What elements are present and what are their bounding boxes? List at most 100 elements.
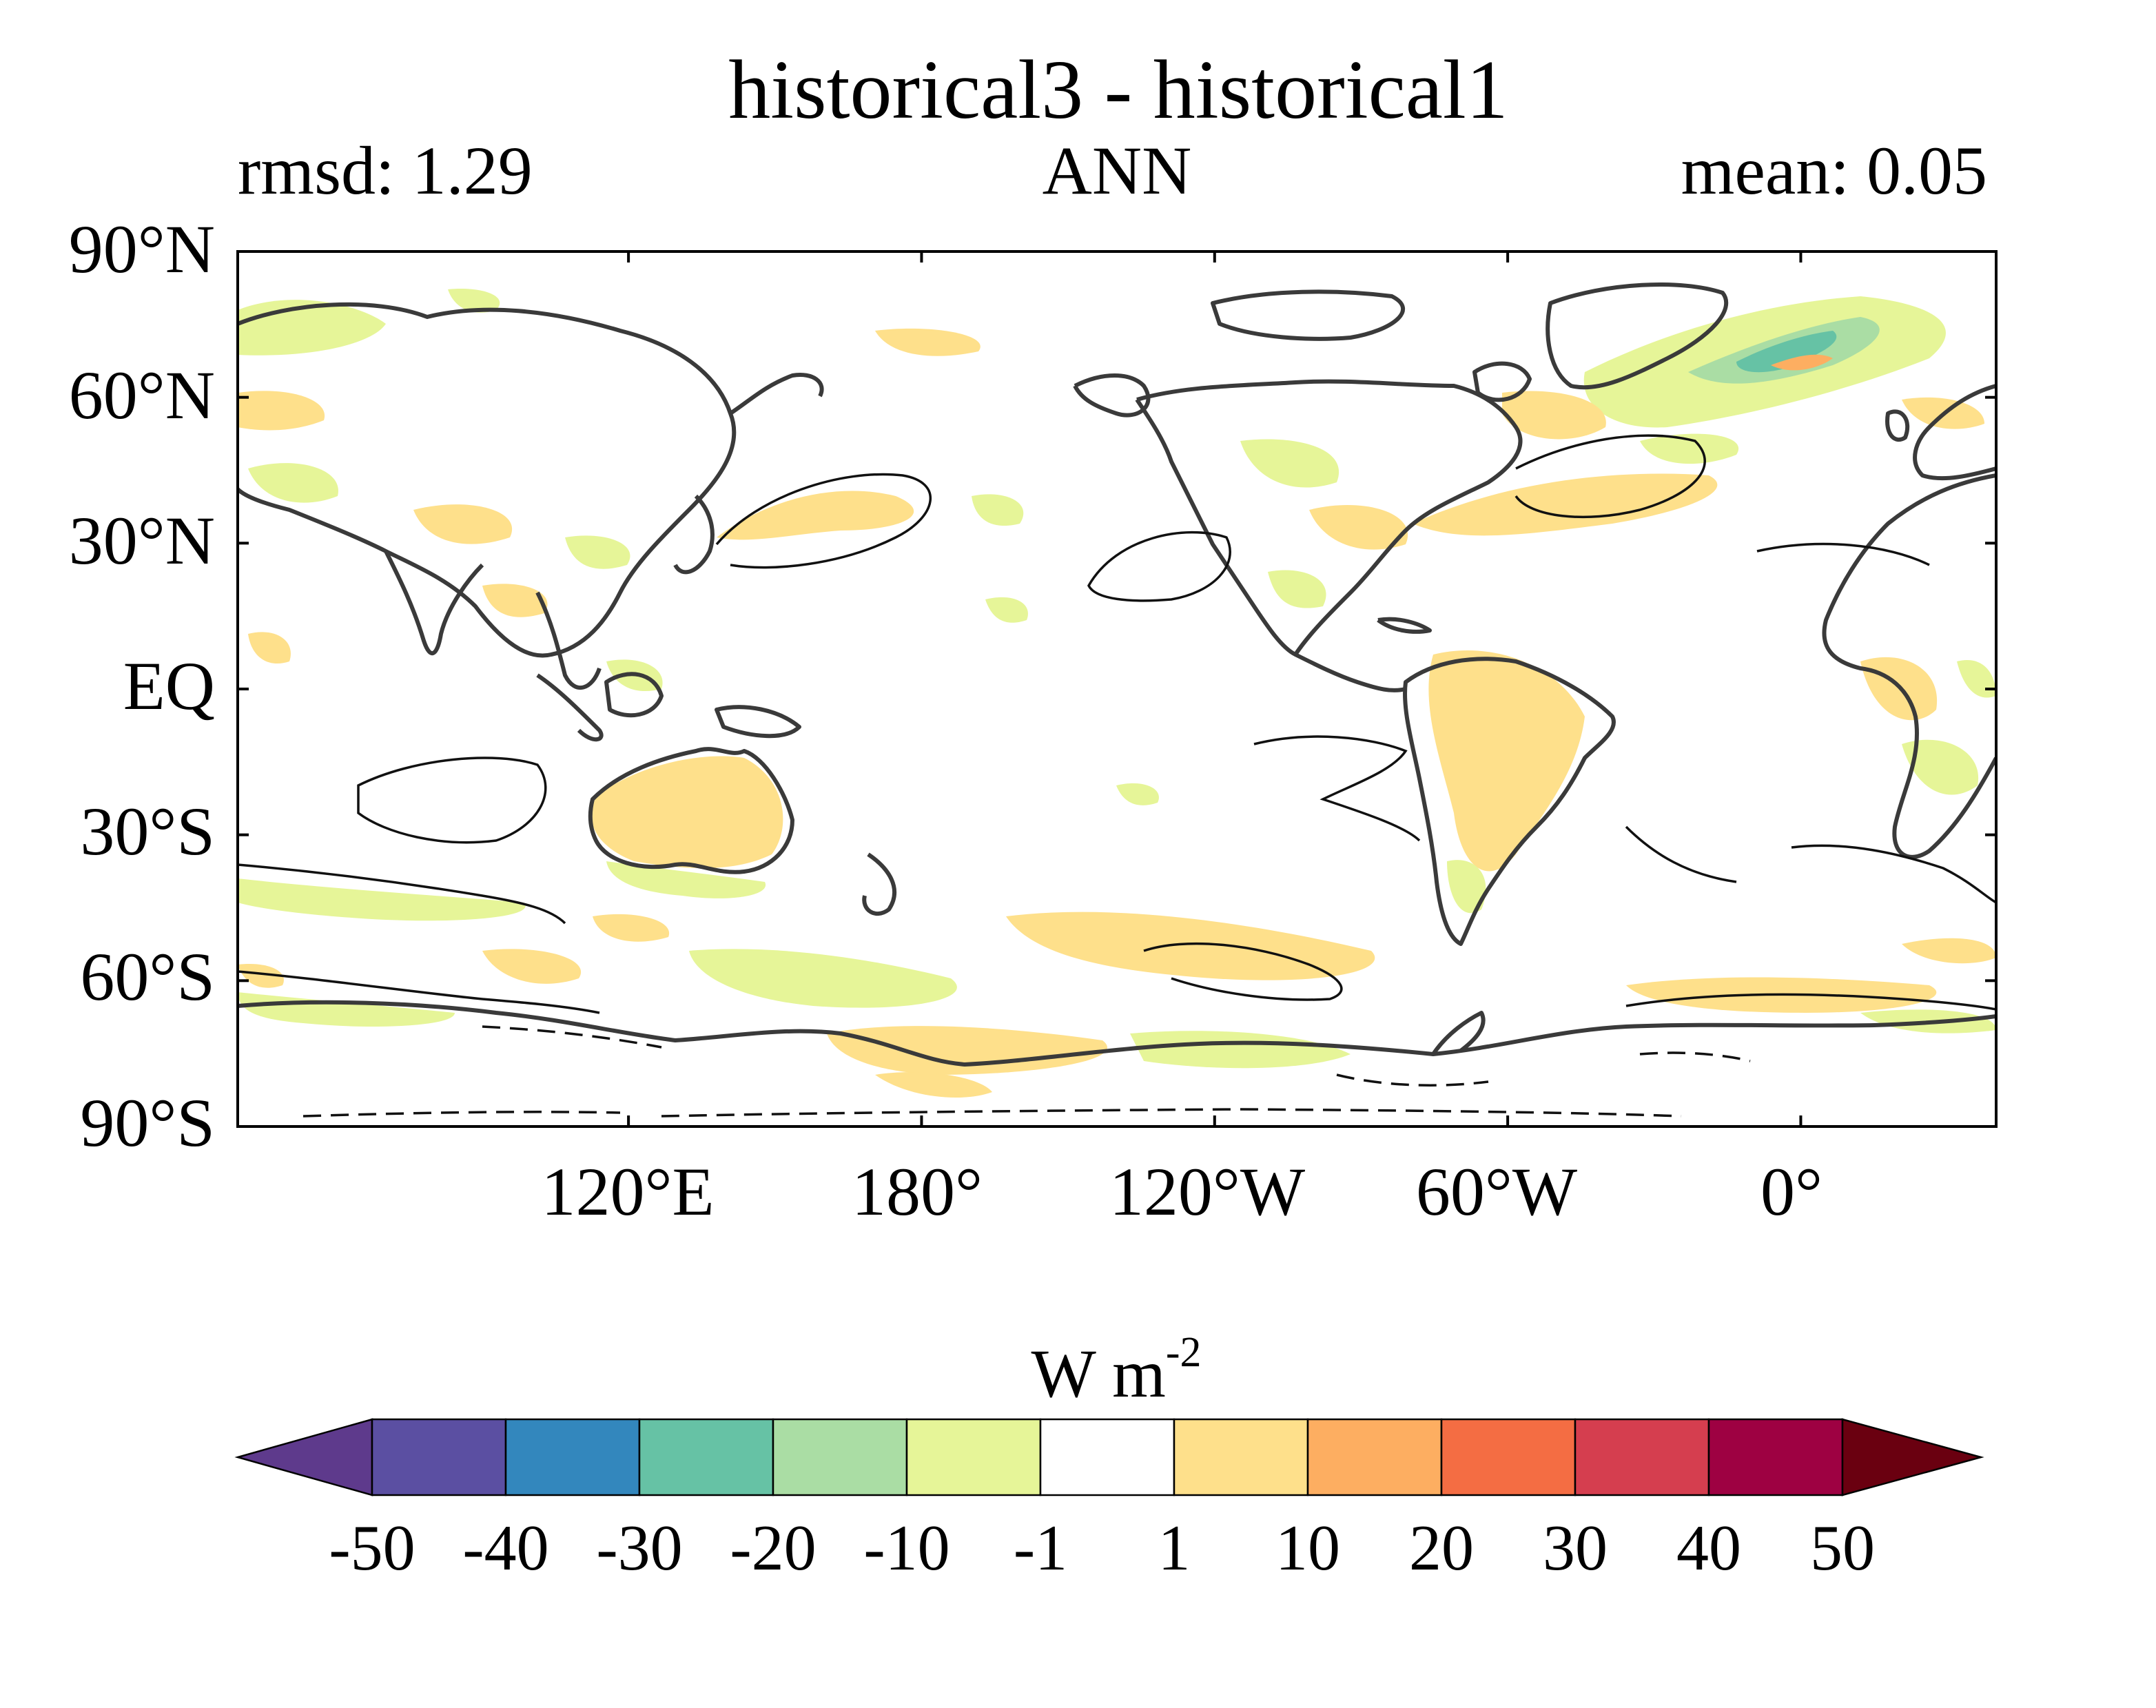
coastline-europe [1913, 384, 1996, 481]
shade-patch [1902, 938, 1996, 964]
colorbar [234, 1418, 1984, 1496]
colorbar-level-label: -10 [863, 1512, 950, 1584]
colorbar-box [1173, 1418, 1309, 1496]
shade-patch [972, 494, 1024, 526]
contour-line [1625, 825, 1737, 883]
coastline-hudson-bay [1472, 361, 1532, 402]
y-tick-label-eq: EQ [123, 648, 215, 724]
x-tick-label-120e: 120°E [541, 1153, 715, 1230]
colorbar-extend-max [1841, 1418, 1984, 1496]
contour-line [1625, 993, 1996, 1011]
coastline-australia [588, 747, 794, 874]
colorbar-box [638, 1418, 774, 1496]
coastline-antarctica [238, 1000, 1996, 1067]
coastline-cuba [1377, 617, 1432, 634]
shade-patch [606, 861, 766, 898]
mean-label: mean: 0.05 [1681, 132, 1987, 209]
colorbar-box [1707, 1418, 1844, 1496]
shade-patch [1006, 912, 1375, 980]
shade-patch [1902, 739, 1979, 795]
shading-layer [238, 289, 1996, 1098]
shade-patch [1771, 354, 1833, 371]
x-tick-label-60w: 60°W [1415, 1153, 1578, 1230]
contour-line [357, 757, 547, 844]
colorbar-level-label: 20 [1409, 1512, 1474, 1584]
coastline-alaska [1073, 373, 1151, 418]
season-label: ANN [1042, 132, 1192, 209]
shade-patch [875, 1072, 992, 1098]
shade-patch [1130, 1031, 1351, 1069]
coastline-japan [673, 494, 715, 575]
shade-patch [1957, 660, 1996, 698]
coastline-arctic-archipelago [1211, 289, 1405, 341]
colorbar-box [772, 1418, 908, 1496]
colorbar-box [371, 1418, 507, 1496]
y-tick-label-90n: 90°N [68, 211, 215, 287]
contour-line [238, 970, 600, 1014]
shade-patch [1428, 650, 1585, 872]
coastline-kamchatka [729, 373, 824, 415]
y-tick-label-60n: 60°N [68, 357, 215, 433]
colorbar-level-label: -50 [329, 1512, 415, 1584]
rmsd-label: rmsd: 1.29 [238, 132, 533, 209]
plot-title: historical3 - historical1 [728, 43, 1508, 136]
coastline-british-isles [1885, 409, 1910, 442]
x-tick-label-120w: 120°W [1109, 1153, 1306, 1230]
colorbar-level-label: 50 [1810, 1512, 1875, 1584]
shade-patch [591, 756, 783, 868]
coastline-eurasia [238, 302, 737, 658]
shade-patch [1413, 473, 1718, 536]
dashed-contour-line [1639, 1051, 1751, 1062]
shade-patch [238, 992, 455, 1027]
coastline-india [384, 550, 484, 656]
tick-marks [238, 250, 1996, 1128]
shade-patch [1736, 331, 1837, 373]
shade-patch [1116, 783, 1159, 805]
units-text: W m [1031, 1335, 1166, 1412]
x-tick-label-0: 0° [1760, 1153, 1823, 1230]
shade-patch [413, 504, 513, 544]
colorbar-level-label: -1 [1013, 1512, 1068, 1584]
y-tick-label-30n: 30°N [68, 502, 215, 579]
contour-line [1253, 735, 1421, 842]
contour-line [715, 473, 932, 569]
coastline-africa [1822, 473, 1996, 859]
contour-line [1143, 942, 1343, 1001]
coastline-layer [238, 282, 1996, 1067]
dashed-contour-line [661, 1108, 1682, 1118]
shade-patch [875, 328, 981, 356]
shade-patch [1240, 439, 1339, 488]
coastline-antarctic-peninsula [1431, 1011, 1486, 1056]
shade-patch [717, 491, 914, 540]
shade-patch [985, 597, 1028, 623]
x-tick-label-180: 180° [852, 1153, 983, 1230]
colorbar-box [1306, 1418, 1443, 1496]
shade-patch [238, 878, 526, 921]
coastline-central-america [1294, 652, 1406, 692]
shade-patch [827, 1026, 1107, 1075]
shade-patch [1447, 860, 1486, 914]
colorbar-units: W m-2 [1031, 1331, 1201, 1408]
coastline-indochina [535, 591, 602, 690]
shade-patch [1640, 433, 1739, 464]
coastline-south-america [1403, 657, 1616, 946]
colorbar-level-label: -40 [462, 1512, 549, 1584]
coastline-borneo [604, 672, 664, 718]
y-tick-label-30s: 30°S [80, 793, 215, 870]
coastline-sumatra [536, 673, 604, 742]
colorbar-box [504, 1418, 641, 1496]
shade-patch [448, 289, 500, 313]
shade-patch [238, 964, 284, 988]
colorbar-box [1574, 1418, 1710, 1496]
colorbar-box [905, 1418, 1042, 1496]
units-exponent: -2 [1165, 1329, 1202, 1376]
colorbar-box [1039, 1418, 1175, 1496]
shade-patch [248, 463, 338, 503]
shade-patch [238, 391, 325, 431]
colorbar-level-label: -30 [596, 1512, 683, 1584]
shade-patch [248, 632, 291, 664]
shade-patch [689, 949, 957, 1008]
colorbar-level-label: -20 [730, 1512, 817, 1584]
y-tick-label-90s: 90°S [80, 1084, 215, 1161]
